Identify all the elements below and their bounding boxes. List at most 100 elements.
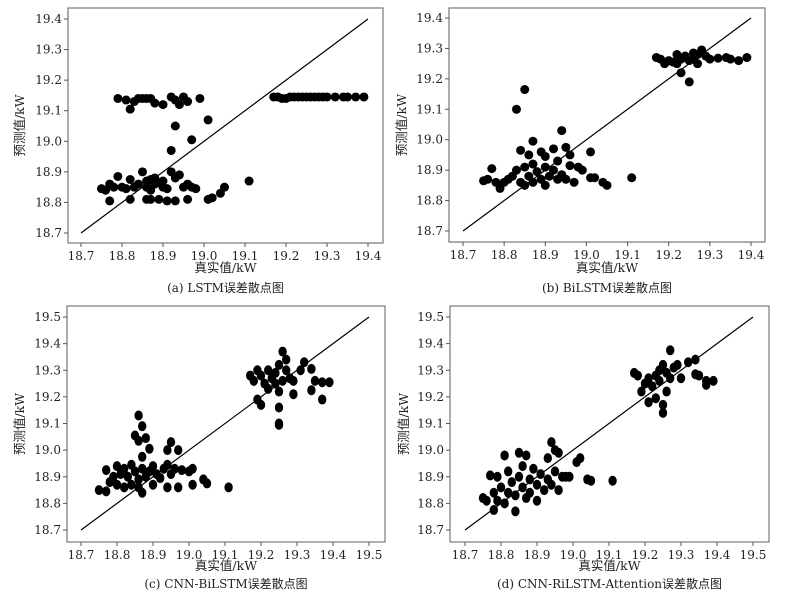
data-point (174, 170, 184, 180)
x-axis-label: 真实值/kW (195, 558, 257, 573)
data-point (522, 450, 531, 461)
data-point (565, 161, 575, 171)
x-tick-label: 18.9 (524, 548, 551, 562)
x-tick-label: 19.3 (668, 548, 695, 562)
x-tick-label: 18.7 (68, 249, 95, 263)
y-tick-label: 19.0 (34, 443, 61, 457)
data-point (133, 179, 143, 189)
data-point (188, 479, 197, 490)
data-point (134, 435, 143, 446)
data-point (500, 450, 509, 461)
data-point (540, 485, 549, 496)
x-tick-label: 18.8 (488, 548, 515, 562)
scatter-panel-1: 18.7 18.8 18.9 19.0 19.1 19.2 19.3 19.4 18.7 18.8… (394, 7, 766, 295)
x-axis-label: 真实值/kW (194, 260, 256, 275)
data-point (183, 194, 193, 204)
data-point (154, 194, 164, 204)
data-point (310, 375, 320, 386)
data-point (547, 479, 556, 490)
data-point (307, 385, 316, 396)
data-point (127, 479, 136, 490)
data-point (162, 184, 172, 194)
data-point (500, 498, 509, 509)
x-tick-label: 19.1 (614, 248, 641, 262)
data-point (138, 487, 147, 498)
data-point (195, 93, 205, 103)
data-point (199, 474, 208, 485)
x-tick-label: 19.2 (632, 548, 659, 562)
data-point (516, 145, 526, 155)
y-tick-label: 19.1 (416, 102, 443, 116)
data-point (577, 165, 587, 175)
x-tick-label: 19.1 (596, 548, 623, 562)
data-point (576, 453, 585, 464)
x-tick-label: 19.5 (740, 548, 767, 562)
y-tick-label: 19.2 (34, 390, 61, 404)
data-point (249, 375, 258, 386)
x-tick-label: 19.3 (696, 248, 723, 262)
data-point (532, 479, 542, 490)
scatter-panel-3: 18.7 18.8 18.9 19.0 19.1 19.2 19.3 19.4 19.5 18.7… (396, 305, 770, 591)
data-point (694, 370, 704, 381)
data-point (278, 375, 287, 386)
y-tick-label: 18.9 (35, 165, 62, 179)
data-point (702, 375, 711, 386)
y-tick-label: 18.8 (417, 496, 444, 510)
data-point (264, 383, 273, 394)
data-point (170, 121, 180, 131)
data-point (203, 115, 213, 125)
data-point (496, 482, 506, 493)
data-point (536, 469, 545, 480)
data-point (177, 465, 186, 476)
data-point (170, 463, 179, 474)
data-point (174, 100, 184, 110)
data-point (532, 167, 542, 177)
data-point (557, 126, 567, 136)
data-point (109, 471, 118, 482)
data-point (274, 419, 284, 430)
x-tick-label: 19.2 (273, 249, 300, 263)
data-point (684, 357, 693, 368)
data-point (532, 495, 542, 506)
x-tick-label: 19.4 (355, 249, 382, 263)
data-point (524, 150, 534, 160)
data-point (590, 173, 600, 183)
panel-caption: (a) LSTM误差散点图 (167, 280, 284, 295)
panel-caption: (c) CNN-BiLSTM误差散点图 (144, 576, 307, 591)
data-point (561, 174, 571, 184)
data-point (493, 471, 502, 482)
scatter-panel-0: 18.7 18.8 18.9 19.0 19.1 19.2 19.3 19.4 18.7 18.8… (12, 7, 384, 295)
data-point (121, 184, 131, 194)
data-point (540, 180, 550, 190)
data-point (148, 461, 158, 472)
data-point (483, 174, 493, 184)
data-point (511, 506, 520, 517)
data-point (511, 104, 521, 114)
y-tick-label: 19.4 (417, 337, 444, 351)
data-point (150, 98, 160, 108)
data-point (644, 373, 653, 384)
data-point (125, 194, 135, 204)
data-point (138, 463, 147, 474)
data-point (691, 354, 700, 365)
scatter-panel-2: 18.7 18.8 18.9 19.0 19.1 19.2 19.3 19.4 19.5 18.7… (12, 305, 386, 591)
y-tick-label: 18.8 (35, 195, 62, 209)
data-point (187, 135, 197, 145)
data-point (120, 463, 129, 474)
data-point (525, 474, 534, 485)
data-point (644, 397, 653, 408)
data-point (94, 485, 104, 496)
data-point (602, 180, 612, 190)
data-point (120, 482, 129, 493)
data-point (330, 92, 340, 102)
x-tick-label: 19.4 (704, 548, 731, 562)
data-point (561, 142, 571, 152)
data-point (274, 402, 284, 413)
data-point (651, 393, 660, 404)
data-point (121, 95, 131, 105)
data-point (113, 93, 123, 103)
data-point (148, 479, 158, 490)
data-point (633, 370, 642, 381)
data-point (138, 421, 147, 432)
y-tick-label: 19.3 (417, 363, 444, 377)
